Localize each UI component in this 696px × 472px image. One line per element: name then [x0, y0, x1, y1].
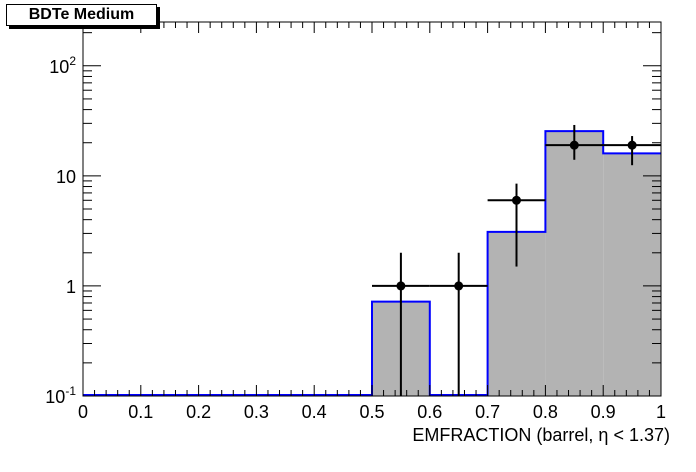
axis-ticks [82, 22, 662, 397]
x-tick-label: 1 [656, 402, 666, 422]
x-tick-label: 0.6 [417, 402, 442, 422]
x-tick-label: 0.8 [533, 402, 558, 422]
chart-title: BDTe Medium [6, 4, 157, 26]
point-marker [569, 140, 579, 150]
x-tick-label: 0.7 [475, 402, 500, 422]
data-point [545, 124, 604, 160]
x-tick-label: 0.2 [186, 402, 211, 422]
y-tick-label: 10-1 [45, 384, 76, 407]
y-tick-label: 10 [56, 167, 76, 187]
x-tick-label: 0 [78, 402, 88, 422]
data-point [487, 183, 546, 267]
point-marker [627, 140, 637, 150]
point-marker [454, 281, 464, 291]
histogram-bar [545, 131, 604, 396]
histogram-layer [83, 130, 661, 396]
data-point [372, 252, 430, 396]
data-point [603, 136, 661, 166]
point-marker [396, 281, 406, 291]
data-points-layer [372, 124, 661, 396]
x-tick-label: 0.4 [302, 402, 327, 422]
x-axis-label: EMFRACTION (barrel, η < 1.37) [412, 425, 670, 445]
point-marker [512, 195, 521, 205]
x-tick-label: 0.1 [128, 402, 153, 422]
x-tick-label: 0.3 [244, 402, 269, 422]
data-point [429, 252, 488, 396]
histogram-bar [603, 153, 661, 396]
x-tick-labels: 0 0.1 0.2 0.3 0.4 0.5 0.6 0.7 0.8 0.9 1 [78, 402, 666, 422]
y-tick-label: 1 [66, 277, 76, 297]
y-tick-labels: 10-1 1 10 102 [45, 54, 76, 407]
x-tick-label: 0.9 [591, 402, 616, 422]
y-tick-label: 102 [49, 54, 76, 77]
x-tick-label: 0.5 [359, 402, 384, 422]
